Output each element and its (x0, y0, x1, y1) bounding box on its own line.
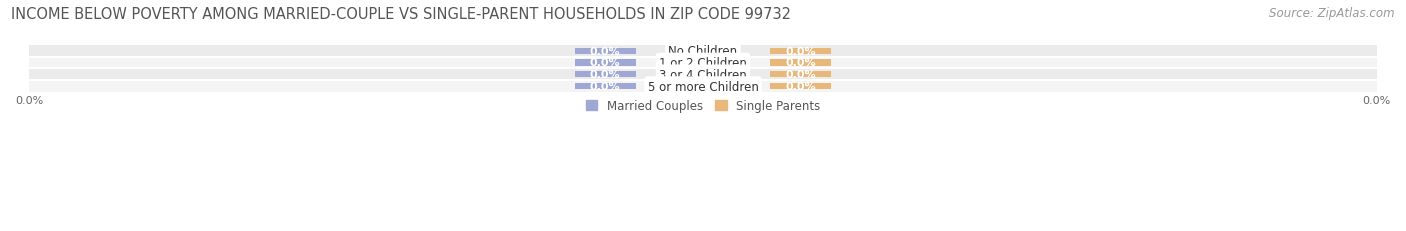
Legend: Married Couples, Single Parents: Married Couples, Single Parents (581, 95, 825, 117)
Bar (770, 84, 831, 90)
Bar (575, 84, 636, 90)
Text: 0.0%: 0.0% (591, 82, 620, 92)
Text: 0.0%: 0.0% (786, 82, 815, 92)
Text: 0.0%: 0.0% (591, 58, 620, 68)
Text: Source: ZipAtlas.com: Source: ZipAtlas.com (1270, 7, 1395, 20)
Bar (770, 48, 831, 55)
Text: 1 or 2 Children: 1 or 2 Children (659, 57, 747, 70)
Text: 0.0%: 0.0% (591, 70, 620, 80)
Bar (575, 60, 636, 66)
Text: No Children: No Children (668, 45, 738, 58)
Text: 3 or 4 Children: 3 or 4 Children (659, 68, 747, 81)
Text: 5 or more Children: 5 or more Children (648, 80, 758, 93)
Bar (770, 72, 831, 78)
Bar (575, 72, 636, 78)
Text: 0.0%: 0.0% (786, 58, 815, 68)
Bar (575, 48, 636, 55)
Bar (30, 69, 1376, 81)
Text: 0.0%: 0.0% (591, 46, 620, 56)
Bar (30, 57, 1376, 69)
Bar (30, 81, 1376, 93)
Text: 0.0%: 0.0% (786, 70, 815, 80)
Bar (30, 46, 1376, 57)
Text: 0.0%: 0.0% (786, 46, 815, 56)
Bar (770, 60, 831, 66)
Text: INCOME BELOW POVERTY AMONG MARRIED-COUPLE VS SINGLE-PARENT HOUSEHOLDS IN ZIP COD: INCOME BELOW POVERTY AMONG MARRIED-COUPL… (11, 7, 792, 22)
